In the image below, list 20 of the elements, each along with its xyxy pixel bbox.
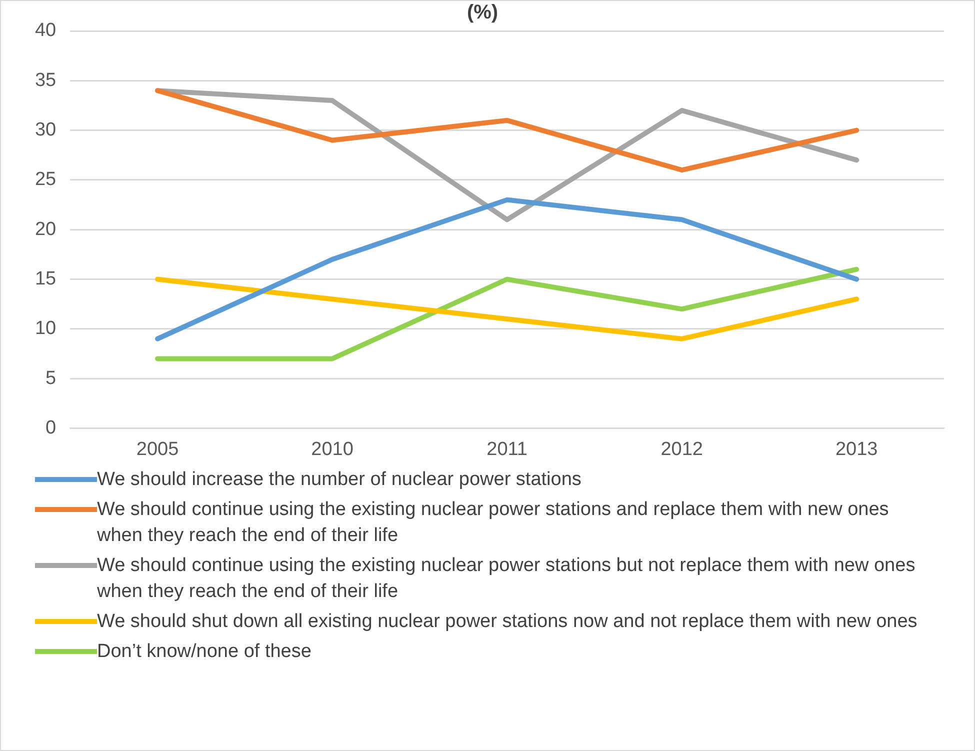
chart-title: (%) — [466, 2, 498, 24]
y-tick-label: 0 — [46, 417, 56, 438]
x-tick-label: 2012 — [660, 438, 703, 460]
legend-label: We should shut down all existing nuclear power stations now and not replace them with new ones — [97, 610, 918, 634]
x-tick-label: 2013 — [835, 438, 878, 460]
x-tick-label: 2010 — [311, 438, 354, 460]
legend-label: We should increase the number of nuclear power stations — [97, 468, 582, 492]
y-tick-label: 30 — [34, 120, 56, 141]
legend-label: We should continue using the existing nuclear power stations and replace them with new ones when they reach the end of their life — [97, 498, 890, 548]
x-tick-label: 2005 — [136, 438, 179, 460]
y-tick-label: 25 — [34, 169, 56, 190]
legend-label: Don’t know/none of these — [97, 640, 312, 664]
y-tick-label: 20 — [34, 218, 56, 240]
y-tick-label: 35 — [34, 70, 56, 91]
y-tick-label: 15 — [34, 268, 56, 290]
y-tick-label: 5 — [46, 368, 56, 389]
legend-label: We should continue using the existing nuclear power stations but not replace them with new ones when they reach the end of their life — [97, 554, 916, 604]
y-tick-label: 40 — [34, 20, 56, 42]
y-tick-label: 10 — [34, 318, 56, 340]
x-tick-label: 2011 — [486, 438, 528, 460]
